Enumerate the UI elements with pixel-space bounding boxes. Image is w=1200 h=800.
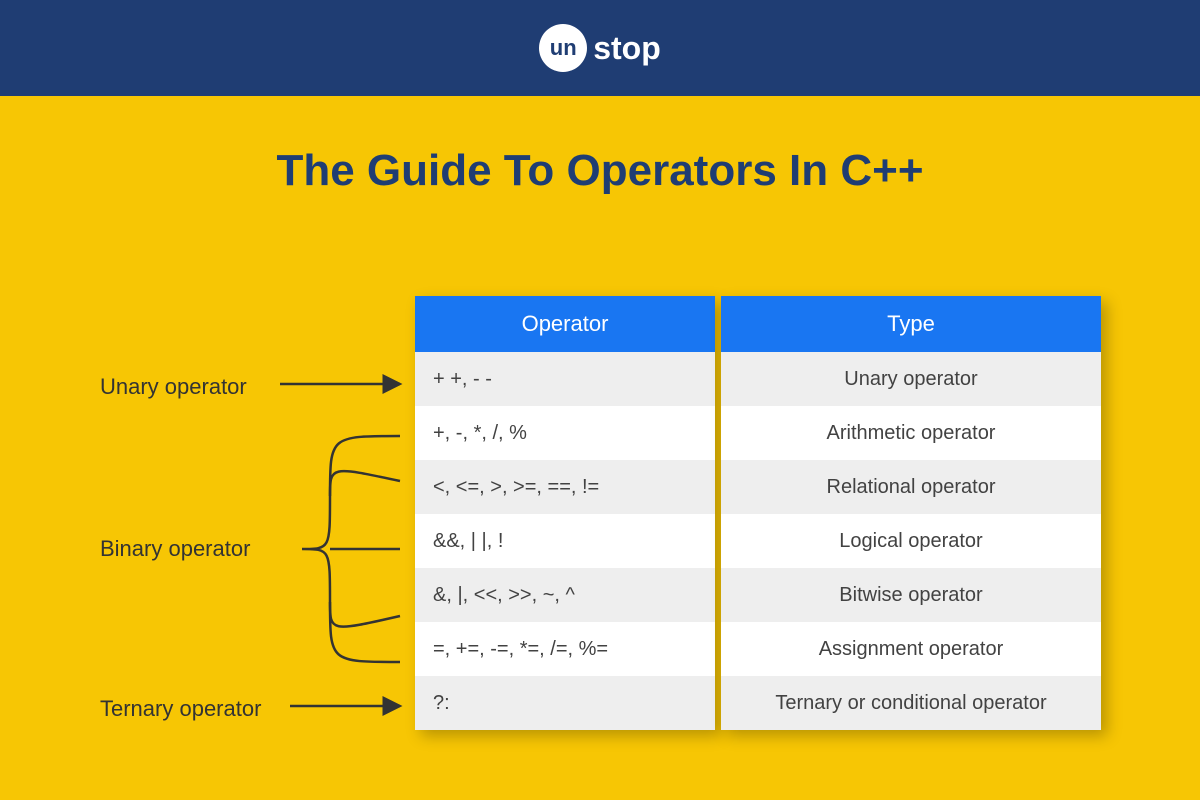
cell-operator: + +, - - (415, 352, 715, 406)
cell-type: Unary operator (721, 352, 1101, 406)
table-row: &&, | |, ! (415, 514, 715, 568)
logo-circle-icon: un (539, 24, 587, 72)
label-unary: Unary operator (100, 374, 247, 400)
operator-table: Operator + +, - - +, -, *, /, % <, <=, >… (415, 296, 715, 730)
table-row: +, -, *, /, % (415, 406, 715, 460)
cell-type: Relational operator (721, 460, 1101, 514)
logo-circle-text: un (550, 35, 577, 61)
header-operator: Operator (415, 296, 715, 352)
cell-type: Assignment operator (721, 622, 1101, 676)
cell-type: Arithmetic operator (721, 406, 1101, 460)
table-row: <, <=, >, >=, ==, != (415, 460, 715, 514)
logo-suffix-text: stop (593, 30, 661, 67)
table-row: Ternary or conditional operator (721, 676, 1101, 730)
label-ternary: Ternary operator (100, 696, 261, 722)
table-row: + +, - - (415, 352, 715, 406)
type-table: Type Unary operator Arithmetic operator … (721, 296, 1101, 730)
cell-type: Ternary or conditional operator (721, 676, 1101, 730)
table-row: ?: (415, 676, 715, 730)
cell-type: Logical operator (721, 514, 1101, 568)
table-row: =, +=, -=, *=, /=, %= (415, 622, 715, 676)
table-row: Arithmetic operator (721, 406, 1101, 460)
arrows-svg-icon (270, 296, 420, 736)
table-row: Logical operator (721, 514, 1101, 568)
cell-operator: =, +=, -=, *=, /=, %= (415, 622, 715, 676)
cell-operator: <, <=, >, >=, ==, != (415, 460, 715, 514)
table-header-row: Operator (415, 296, 715, 352)
label-binary: Binary operator (100, 536, 250, 562)
table-row: Unary operator (721, 352, 1101, 406)
page-title: The Guide To Operators In C++ (0, 96, 1200, 196)
arrows-diagram (270, 296, 410, 736)
header-bar: un stop (0, 0, 1200, 96)
tables-wrap: Operator + +, - - +, -, *, /, % <, <=, >… (415, 296, 1101, 730)
table-row: Bitwise operator (721, 568, 1101, 622)
table-row: Assignment operator (721, 622, 1101, 676)
cell-operator: ?: (415, 676, 715, 730)
table-row: Relational operator (721, 460, 1101, 514)
cell-operator: +, -, *, /, % (415, 406, 715, 460)
cell-operator: &, |, <<, >>, ~, ^ (415, 568, 715, 622)
cell-operator: &&, | |, ! (415, 514, 715, 568)
table-row: &, |, <<, >>, ~, ^ (415, 568, 715, 622)
header-type: Type (721, 296, 1101, 352)
brand-logo: un stop (539, 24, 661, 72)
main-panel: The Guide To Operators In C++ Unary oper… (0, 96, 1200, 800)
table-header-row: Type (721, 296, 1101, 352)
cell-type: Bitwise operator (721, 568, 1101, 622)
